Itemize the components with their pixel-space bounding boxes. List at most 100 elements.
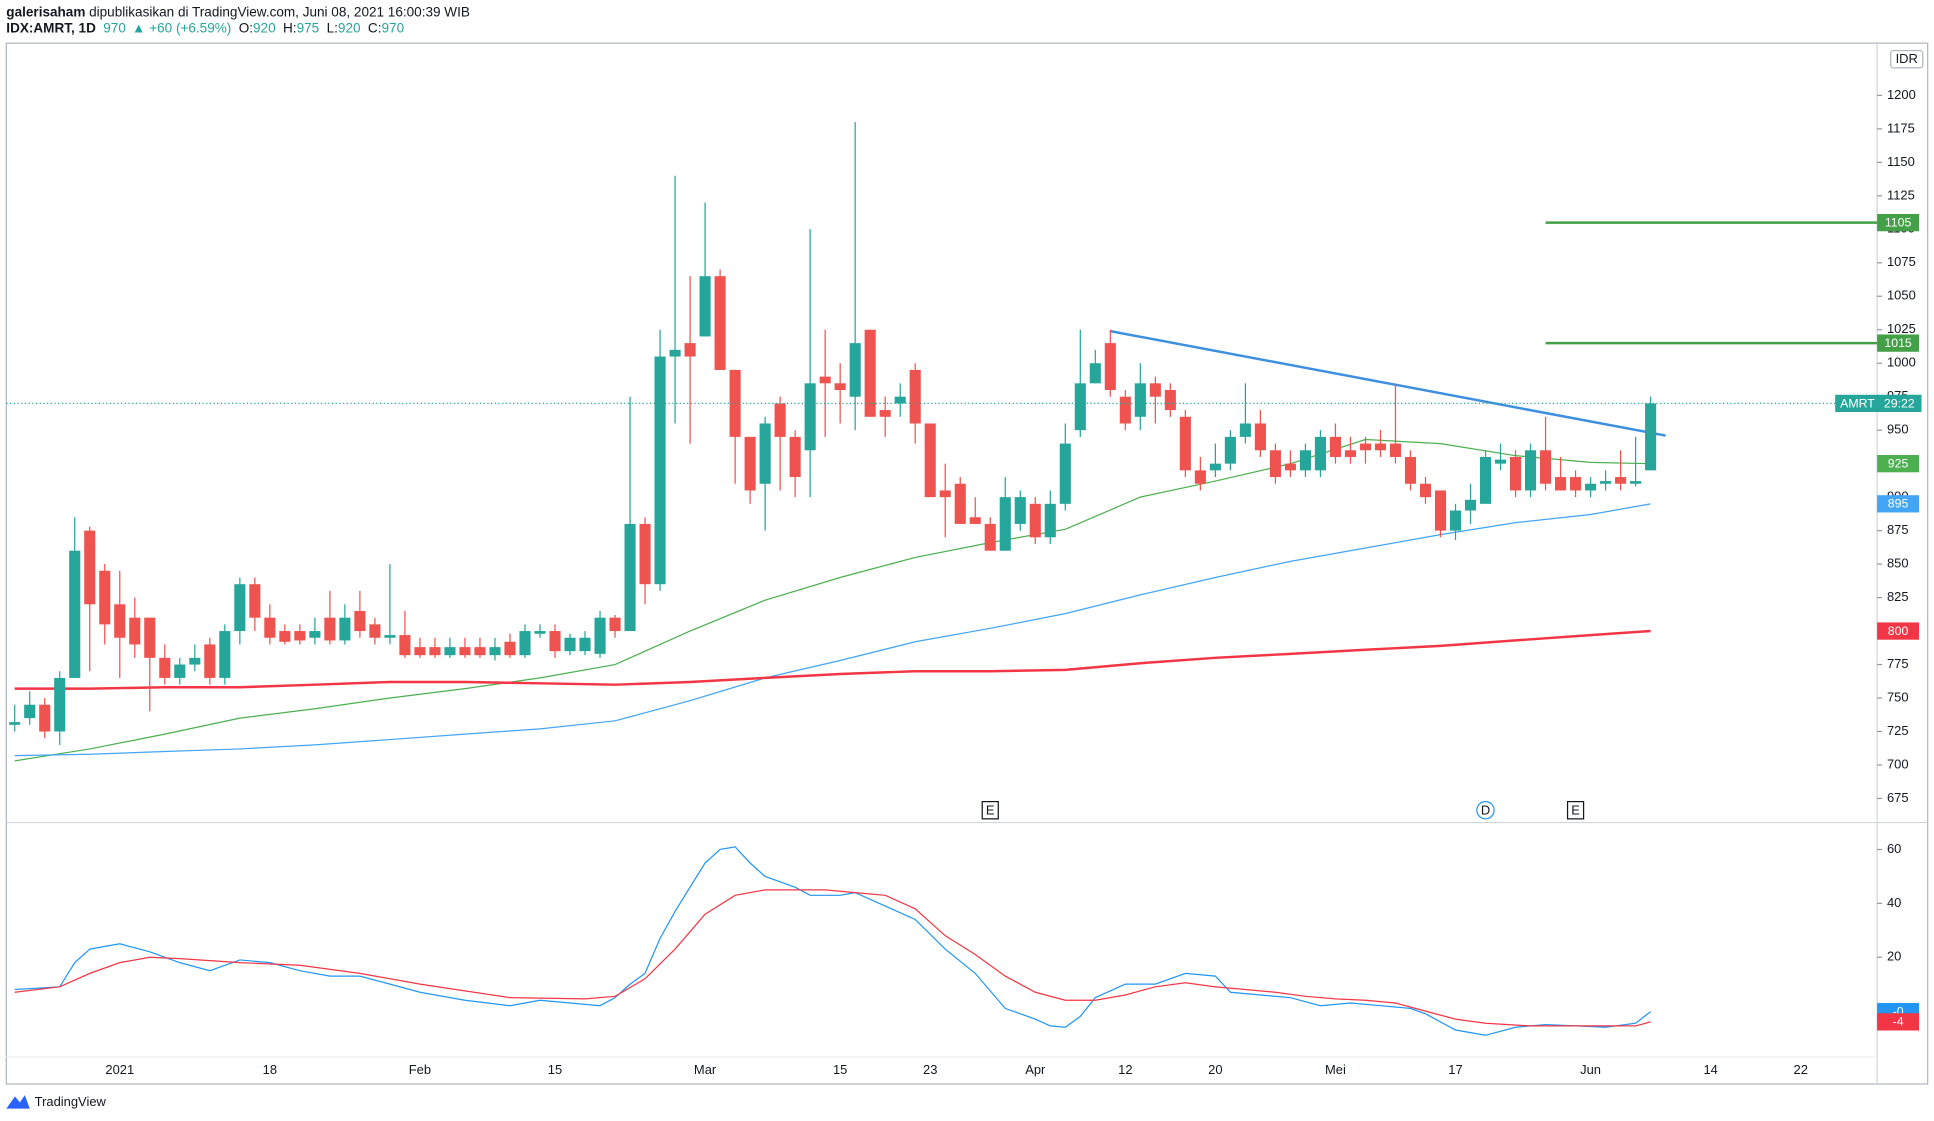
candle-body [414,647,426,656]
currency-label: IDR [1896,51,1918,66]
candle-body [1494,459,1507,464]
candle-body [1434,490,1447,531]
candle-body [144,617,156,658]
candle-body [1224,436,1236,464]
x-tick-label: 23 [923,1062,937,1077]
quote-value: 970 [381,20,404,35]
candle-body [1374,443,1387,451]
y-tick-label: 700 [1887,756,1909,771]
candle-body [1555,477,1567,491]
candle-body [234,584,246,632]
x-tick-label: 15 [548,1062,562,1077]
axis-tag-label: 1015 [1884,336,1912,350]
y-tick-label: 1025 [1887,321,1916,336]
header-line-2: IDX:AMRT, 1D 970 ▲ +60 (+6.59%) O:920 H:975 L… [6,20,404,35]
candle-body [1254,423,1266,451]
candle-body [1329,436,1341,457]
quote-value: 920 [338,20,361,35]
x-tick-label: 2021 [105,1062,134,1077]
price-line [14,503,1651,757]
x-tick-label: Apr [1025,1062,1046,1077]
candle-body [459,647,471,656]
candle-body [624,523,636,632]
candle-body [669,349,681,357]
candle-body [189,657,201,665]
candle-body [1029,503,1041,538]
candle-body [804,383,816,451]
candle-body [444,647,456,656]
x-tick-label: 20 [1208,1062,1222,1077]
currency-box [1890,49,1924,69]
axis-tag-label: -0 [1893,1004,1904,1018]
candle-body [1479,456,1492,504]
candle-body [744,436,756,491]
y-tick-label: 875 [1887,522,1909,537]
candle-body [879,410,891,417]
tradingview-logo: TradingView [6,1094,107,1109]
candle-body [579,637,591,652]
candle-body [204,644,216,678]
candle-body [789,436,801,478]
candle-body [654,356,666,585]
candle-body [369,624,381,638]
y-tick-label: 1125 [1887,187,1915,202]
candle-body [984,523,996,551]
candle-body [294,631,306,641]
y-tick-label: 1000 [1887,355,1916,370]
candle-body [864,329,876,417]
candle-body [174,664,186,678]
candle-body [684,343,696,357]
candle-body [1585,483,1597,491]
axis-tag-label: -4 [1893,1015,1904,1029]
axis-tag [1877,455,1920,473]
axis-tag-label: 1105 [1885,215,1912,229]
y-tick-label: 675 [1887,790,1909,805]
candle-body [1509,456,1522,491]
quote-key: C: [368,20,382,35]
y-tick-label: 750 [1887,689,1909,704]
x-tick-label: Mar [694,1062,717,1077]
candle-body [1419,483,1432,498]
candle-body [1044,503,1056,538]
candle-body [609,617,621,632]
axis-tag [1877,495,1920,513]
candle-body [894,396,906,404]
candle-body [1344,450,1356,457]
candle-body [1524,450,1537,491]
candle-body [1014,497,1026,524]
quote-key: H: [283,20,297,35]
candle-body [1284,463,1296,471]
candle-body [1089,363,1101,384]
candle-body [774,403,786,437]
candle-body [819,376,831,384]
candle-body [714,276,726,370]
candle-body [339,617,351,641]
candle-body [1074,383,1086,431]
candle-body [264,617,276,638]
candle-body [549,631,561,652]
candle-body [639,523,651,585]
candle-body [1239,423,1251,437]
candle-body [489,647,501,656]
event-marker [1566,800,1585,820]
candle-body [9,722,21,725]
candle-body [729,369,741,437]
event-label: E [986,802,995,817]
y-tick-label: 1200 [1887,87,1916,102]
candle-body [1104,343,1116,391]
indicator-line [14,846,1651,1036]
last-price: 970 [103,20,126,35]
event-marker [1476,800,1495,820]
axis-tag [1877,213,1920,232]
candle-body [534,631,546,634]
candle-body [1540,450,1552,484]
candle-body [99,570,111,625]
indicator-line [14,889,1651,1027]
x-tick-label: 15 [833,1062,847,1077]
chart-frame [5,42,1929,1085]
candle-body [399,635,411,656]
last-price-countdown: 29:22 [1884,396,1915,410]
candle-body [384,635,396,638]
quote-value: 975 [297,20,320,35]
